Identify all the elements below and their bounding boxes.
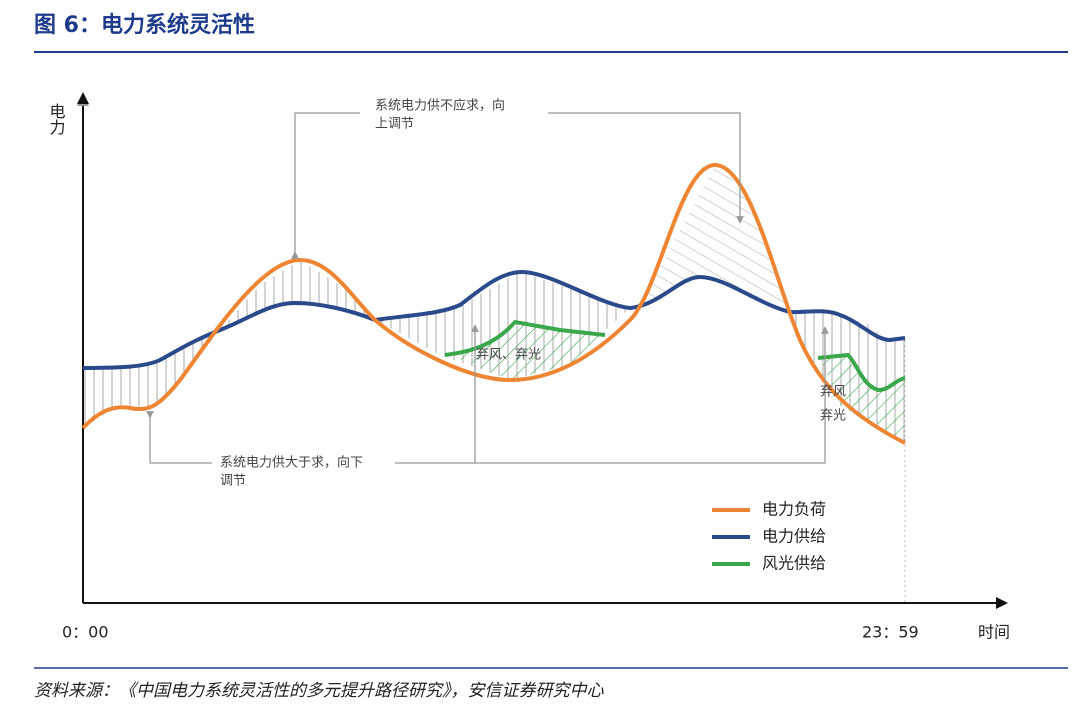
x-start: 0：00 xyxy=(62,623,109,642)
hatch xyxy=(820,355,905,443)
hatch xyxy=(640,165,790,310)
hatch xyxy=(83,330,220,428)
legend-label: 电力供给 xyxy=(762,527,826,546)
annotation: 调节 xyxy=(220,474,246,489)
annotation: 系统电力供不应求，向 xyxy=(375,98,505,114)
annotation-line xyxy=(548,112,744,224)
legend-label: 电力负荷 xyxy=(762,500,826,519)
title: 图 6：电力系统灵活性 xyxy=(34,12,255,38)
renewable-curve xyxy=(444,319,606,357)
legend-label: 风光供给 xyxy=(762,554,826,573)
annotation: 弃光 xyxy=(820,409,846,424)
x-end: 23：59 xyxy=(862,623,919,642)
y-label: 电力 xyxy=(47,103,66,136)
source: 资料来源：《中国电力系统灵活性的多元提升路径研究》，安信证券研究中心 xyxy=(34,681,604,701)
annotation-line xyxy=(146,411,212,464)
annotation: 系统电力供大于求，向下 xyxy=(220,455,363,471)
annotation-line xyxy=(395,326,829,464)
annotation-line xyxy=(291,112,360,259)
annotation: 上调节 xyxy=(375,117,414,132)
annotation: 弃风、弃光 xyxy=(476,348,541,363)
x-label: 时间 xyxy=(978,623,1010,642)
load-curve xyxy=(81,162,906,445)
annotation: 弃风 xyxy=(820,385,846,400)
renewable-curve xyxy=(817,352,906,393)
